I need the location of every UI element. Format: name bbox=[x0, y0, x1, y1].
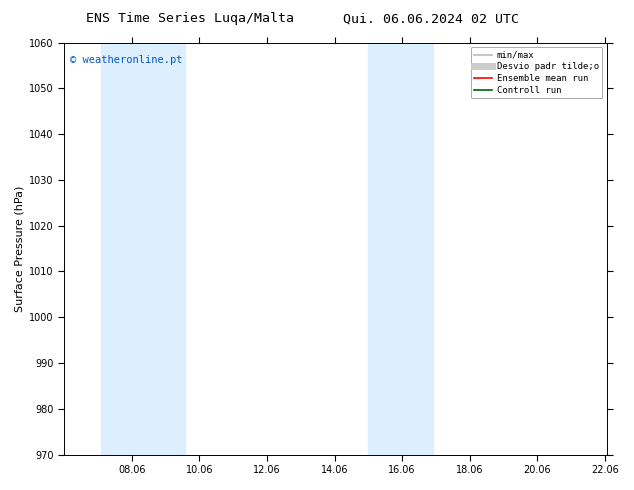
Text: © weatheronline.pt: © weatheronline.pt bbox=[70, 55, 182, 65]
Legend: min/max, Desvio padr tilde;o, Ensemble mean run, Controll run: min/max, Desvio padr tilde;o, Ensemble m… bbox=[470, 47, 602, 98]
Bar bbox=[368, 43, 433, 455]
Text: Qui. 06.06.2024 02 UTC: Qui. 06.06.2024 02 UTC bbox=[343, 12, 519, 25]
Y-axis label: Surface Pressure (hPa): Surface Pressure (hPa) bbox=[15, 185, 25, 312]
Bar bbox=[101, 43, 185, 455]
Text: ENS Time Series Luqa/Malta: ENS Time Series Luqa/Malta bbox=[86, 12, 294, 25]
